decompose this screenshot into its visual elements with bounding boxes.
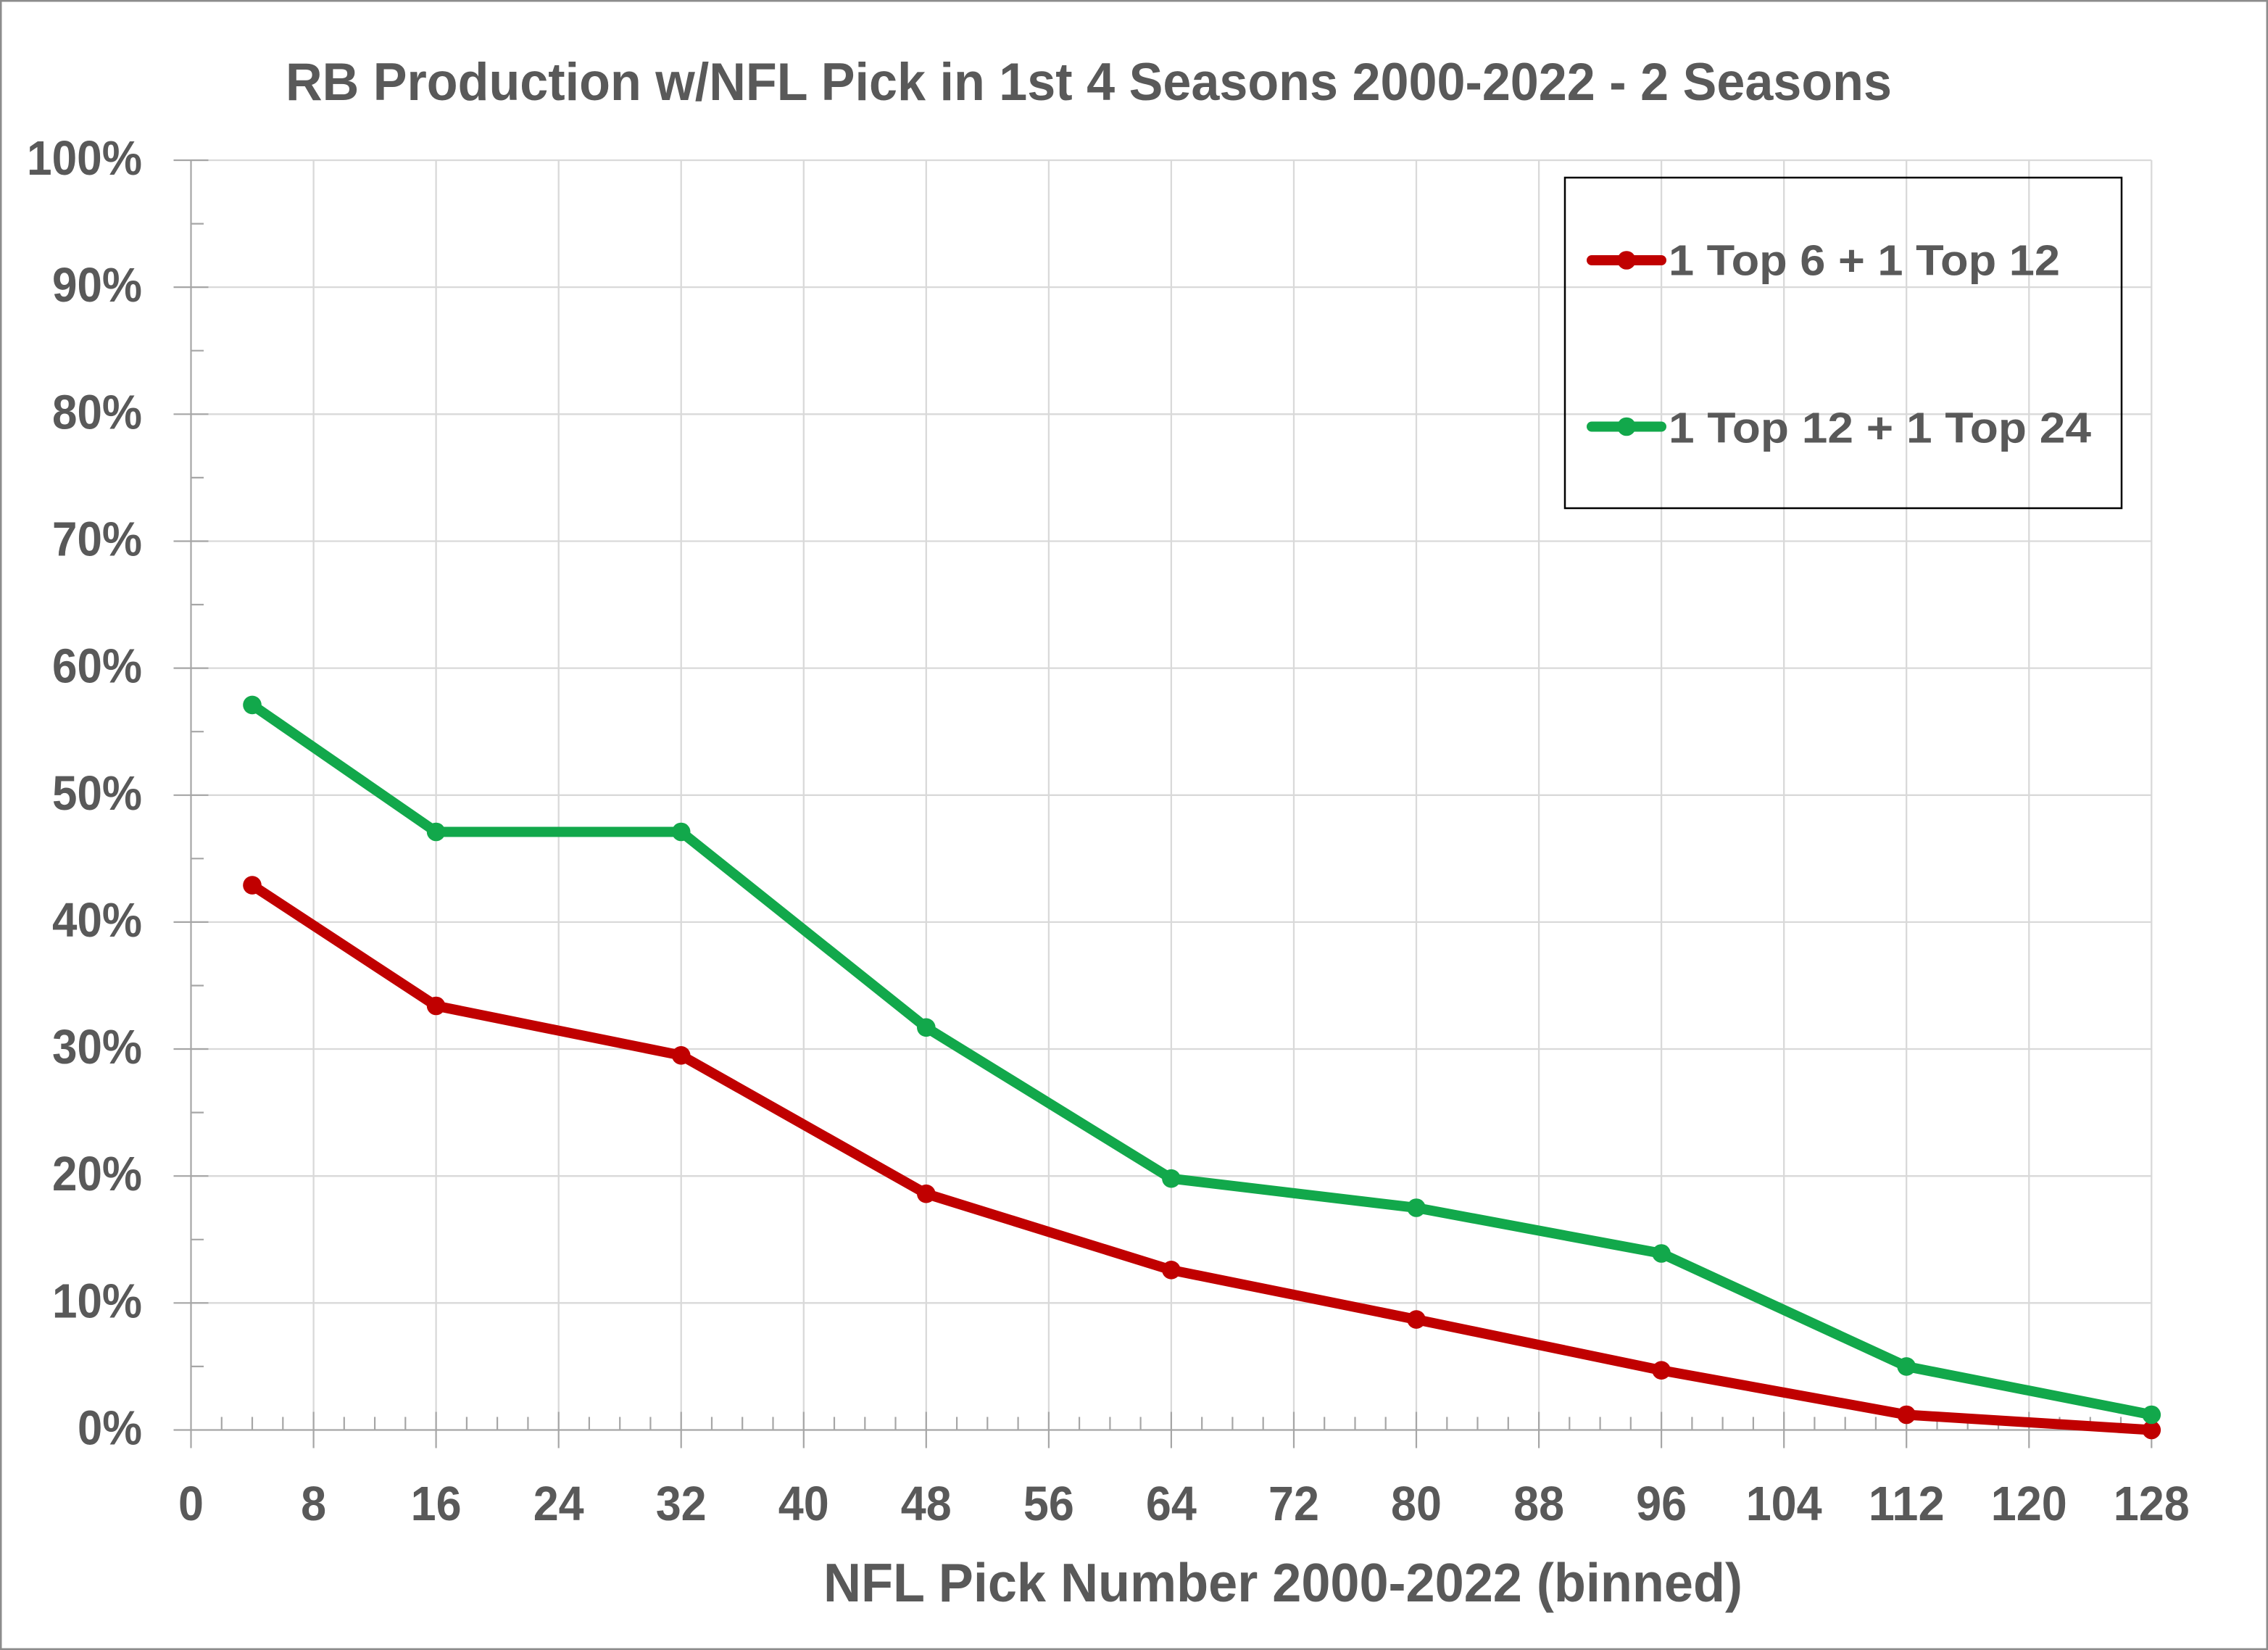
svg-text:60%: 60%: [52, 639, 142, 694]
svg-text:128: 128: [2114, 1477, 2190, 1531]
svg-text:40%: 40%: [52, 893, 142, 948]
svg-text:24: 24: [533, 1477, 584, 1531]
svg-text:0%: 0%: [78, 1401, 142, 1456]
svg-text:16: 16: [411, 1477, 462, 1531]
svg-text:80: 80: [1391, 1477, 1442, 1531]
svg-text:8: 8: [301, 1477, 326, 1531]
svg-text:50%: 50%: [52, 766, 142, 821]
svg-text:70%: 70%: [52, 513, 142, 567]
svg-text:96: 96: [1636, 1477, 1687, 1531]
svg-text:56: 56: [1023, 1477, 1074, 1531]
svg-text:104: 104: [1746, 1477, 1822, 1531]
svg-text:10%: 10%: [52, 1274, 142, 1328]
svg-text:72: 72: [1268, 1477, 1319, 1531]
svg-text:40: 40: [778, 1477, 829, 1531]
svg-text:120: 120: [1991, 1477, 2067, 1531]
svg-text:30%: 30%: [52, 1020, 142, 1074]
svg-text:NFL Pick Number 2000-2022 (bin: NFL Pick Number 2000-2022 (binned): [823, 1552, 1742, 1613]
svg-text:48: 48: [901, 1477, 952, 1531]
svg-text:RB Production w/NFL Pick in 1s: RB Production w/NFL Pick in 1st 4 Season…: [286, 53, 1892, 112]
svg-text:100%: 100%: [27, 131, 142, 186]
svg-text:20%: 20%: [52, 1147, 142, 1201]
svg-text:88: 88: [1513, 1477, 1564, 1531]
svg-text:32: 32: [656, 1477, 707, 1531]
svg-text:1 Top 12 + 1 Top 24: 1 Top 12 + 1 Top 24: [1669, 405, 2091, 452]
svg-text:64: 64: [1146, 1477, 1197, 1531]
svg-text:1 Top 6 + 1 Top 12: 1 Top 6 + 1 Top 12: [1669, 237, 2060, 285]
svg-text:90%: 90%: [52, 258, 142, 312]
svg-text:0: 0: [178, 1477, 204, 1531]
svg-text:80%: 80%: [52, 385, 142, 439]
svg-text:112: 112: [1869, 1477, 1945, 1531]
